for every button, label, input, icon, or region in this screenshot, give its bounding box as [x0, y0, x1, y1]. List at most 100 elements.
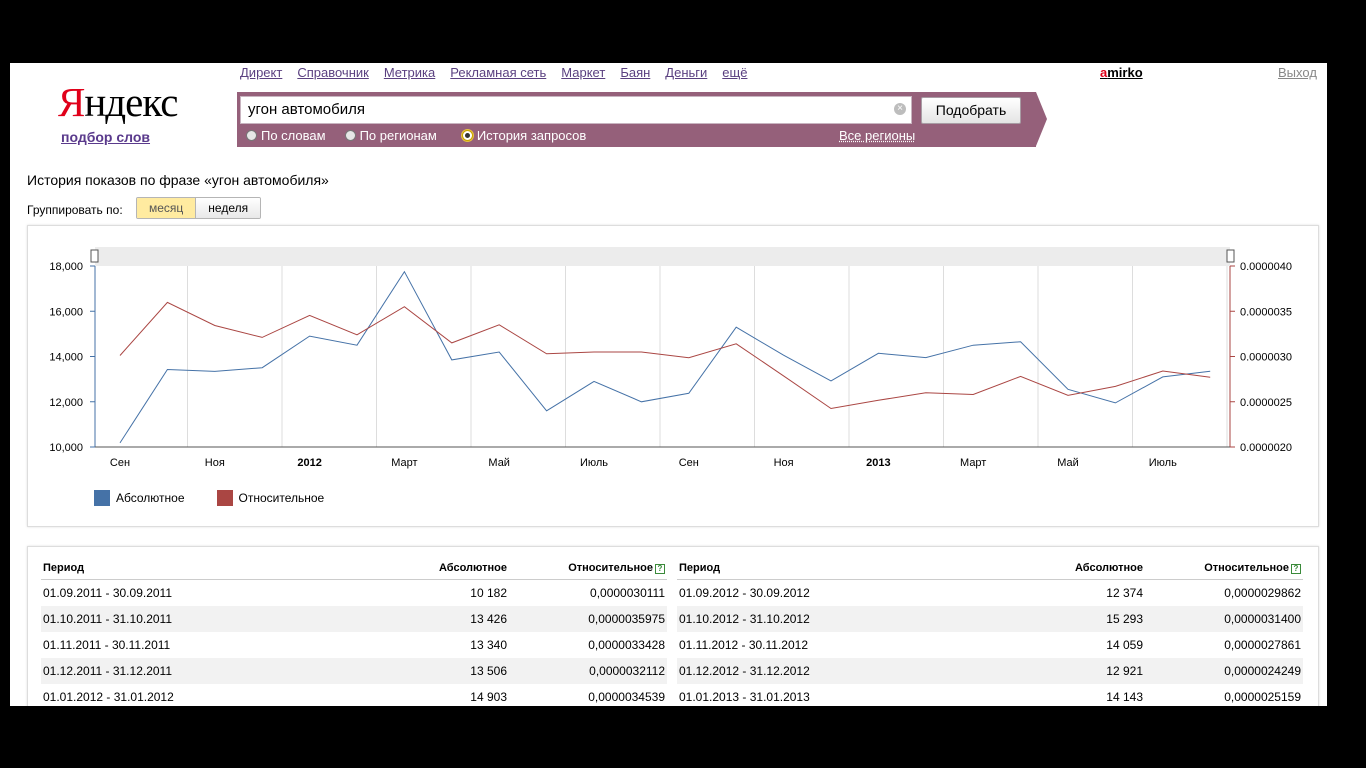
range-handle-right-icon: [1226, 249, 1235, 263]
group-by-label: Группировать по:: [27, 203, 123, 217]
cell-period: 01.12.2012 - 31.12.2012: [677, 658, 981, 684]
service-link-metrica[interactable]: Метрика: [383, 65, 436, 80]
range-handle-left-icon: [90, 249, 99, 263]
group-by-week-button[interactable]: неделя: [196, 198, 261, 218]
regions-selector[interactable]: Все регионы: [839, 128, 916, 143]
cell-period: 01.09.2012 - 30.09.2012: [679, 586, 810, 600]
legend-item-relative[interactable]: Относительное: [216, 490, 325, 506]
mode-by-words[interactable]: По словам: [246, 128, 326, 143]
radio-icon: [344, 130, 356, 141]
cell-relative: 0,0000024249: [1145, 658, 1303, 684]
y-left-tick-label: 10,000: [49, 442, 83, 454]
navigator-strip: [95, 247, 1230, 266]
service-name-link[interactable]: подбор слов: [61, 129, 151, 145]
legend-swatch-absolute: [94, 490, 110, 506]
y-right-tick-label: 0.0000035: [1240, 306, 1292, 318]
cell-relative: 0,0000029862: [1224, 586, 1301, 600]
search-bar-arrow: [1036, 92, 1047, 146]
cell-period: 01.10.2011 - 31.10.2011: [41, 606, 345, 632]
cell-period: 01.11.2011 - 30.11.2011: [43, 638, 171, 652]
radio-selected-icon: [461, 130, 473, 141]
yandex-logo[interactable]: Яндекс: [58, 79, 178, 125]
legend-label: Абсолютное: [116, 491, 185, 505]
col-header-period: Период: [677, 557, 981, 580]
help-icon[interactable]: ?: [655, 564, 665, 574]
x-tick-label: Май: [1057, 457, 1079, 469]
x-tick-label: Июль: [1149, 457, 1177, 469]
cell-period: 01.09.2011 - 30.09.2011: [43, 586, 172, 600]
cell-absolute: 10 182: [470, 586, 507, 600]
logo-rest: ндекс: [84, 79, 178, 125]
cell-relative: 0,0000034539: [588, 690, 665, 704]
y-right-tick-label: 0.0000040: [1240, 261, 1292, 273]
mode-query-history[interactable]: История запросов: [461, 128, 587, 143]
radio-icon: [246, 130, 257, 141]
data-table-left: Период Абсолютное Относительное? 01.09.2…: [41, 557, 667, 706]
col-header-absolute: Абсолютное: [981, 557, 1145, 580]
mode-by-regions[interactable]: По регионам: [344, 128, 437, 143]
y-right-tick-label: 0.0000025: [1240, 397, 1292, 409]
cell-relative: 0,0000025159: [1224, 690, 1301, 704]
service-link-direct[interactable]: Директ: [240, 65, 283, 80]
service-link-market[interactable]: Маркет: [561, 65, 606, 80]
y-left-tick-label: 18,000: [49, 261, 83, 273]
chart-panel: 10,000 12,000 14,000 16,000 18,000 0.0000020 0…: [27, 225, 1319, 527]
submit-button[interactable]: Подобрать: [921, 97, 1021, 124]
table-row: 01.10.2011 - 31.10.2011 13 426 0,000003597…: [41, 606, 667, 632]
mode-label: История запросов: [476, 128, 587, 143]
y-left-tick-label: 16,000: [49, 306, 83, 318]
cell-relative: 0,0000030111: [590, 586, 665, 600]
chart-legend: Абсолютное Относительное: [94, 490, 324, 506]
cell-relative: 0,0000035975: [509, 606, 667, 632]
cell-absolute: 13 426: [345, 606, 509, 632]
table-row: 01.01.2012 - 31.01.2012 14 903 0,000003453…: [41, 684, 667, 706]
username-first-letter: a: [1100, 65, 1108, 80]
cell-relative: 0,0000027861: [1224, 638, 1301, 652]
col-header-period: Период: [41, 557, 345, 580]
cell-relative: 0,0000033428: [588, 638, 665, 652]
cell-absolute: 14 143: [1106, 690, 1143, 704]
service-link-ad-network[interactable]: Рекламная сеть: [450, 65, 547, 80]
group-by-month-button[interactable]: месяц: [137, 198, 197, 218]
cell-absolute: 13 506: [345, 658, 509, 684]
history-chart: 10,000 12,000 14,000 16,000 18,000 0.0000020 0…: [49, 247, 1292, 469]
table-row: 01.11.2012 - 30.11.2012 14 059 0,000002786…: [677, 632, 1303, 658]
legend-label: Относительное: [238, 491, 325, 505]
service-link-bayan[interactable]: Баян: [620, 65, 651, 80]
cell-period: 01.12.2011 - 31.12.2011: [41, 658, 345, 684]
group-by-toggle: месяц неделя: [136, 197, 262, 219]
table-row: 01.11.2011 - 30.11.2011 13 340 0,000003342…: [41, 632, 667, 658]
service-link-more[interactable]: ещё: [722, 65, 748, 80]
table-row: 01.01.2013 - 31.01.2013 14 143 0,000002515…: [677, 684, 1303, 706]
legend-item-absolute[interactable]: Абсолютное: [94, 490, 185, 506]
cell-absolute: 15 293: [981, 606, 1145, 632]
x-tick-label: Июль: [580, 457, 608, 469]
legend-swatch-relative: [216, 490, 233, 506]
clear-icon[interactable]: ×: [894, 103, 906, 115]
help-icon[interactable]: ?: [1291, 564, 1301, 574]
cell-absolute: 13 340: [470, 638, 507, 652]
username-link[interactable]: amirko: [1100, 65, 1143, 80]
cell-relative: 0,0000031400: [1145, 606, 1303, 632]
x-tick-label: 2012: [297, 457, 321, 469]
cell-period: 01.10.2012 - 31.10.2012: [677, 606, 981, 632]
x-tick-label: Ноя: [774, 457, 794, 469]
table-row: 01.12.2012 - 31.12.2012 12 921 0,000002424…: [677, 658, 1303, 684]
service-link-money[interactable]: Деньги: [665, 65, 708, 80]
table-row: 01.09.2012 - 30.09.2012 12 374 0,000002986…: [677, 580, 1303, 607]
search-bar: угон автомобиля × Подобрать По словам По…: [237, 92, 1036, 147]
cell-absolute: 14 903: [470, 690, 507, 704]
series-line-absolute: [119, 270, 1211, 444]
cell-absolute: 14 059: [1106, 638, 1143, 652]
x-tick-label: Сен: [110, 457, 130, 469]
mode-label: По регионам: [359, 128, 437, 143]
search-input[interactable]: угон автомобиля ×: [240, 96, 912, 124]
page: Яндекс подбор слов Директ Справочник Мет…: [10, 63, 1327, 706]
service-link-directory[interactable]: Справочник: [297, 65, 369, 80]
table-row: 01.10.2012 - 31.10.2012 15 293 0,000003140…: [677, 606, 1303, 632]
cell-period: 01.01.2013 - 31.01.2013: [679, 690, 810, 704]
logout-link[interactable]: Выход: [1278, 65, 1317, 80]
table-row: 01.09.2011 - 30.09.2011 10 182 0,000003011…: [41, 580, 667, 607]
col-header-relative: Относительное?: [1145, 557, 1303, 580]
data-table-panel: Период Абсолютное Относительное? 01.09.2…: [27, 546, 1319, 706]
